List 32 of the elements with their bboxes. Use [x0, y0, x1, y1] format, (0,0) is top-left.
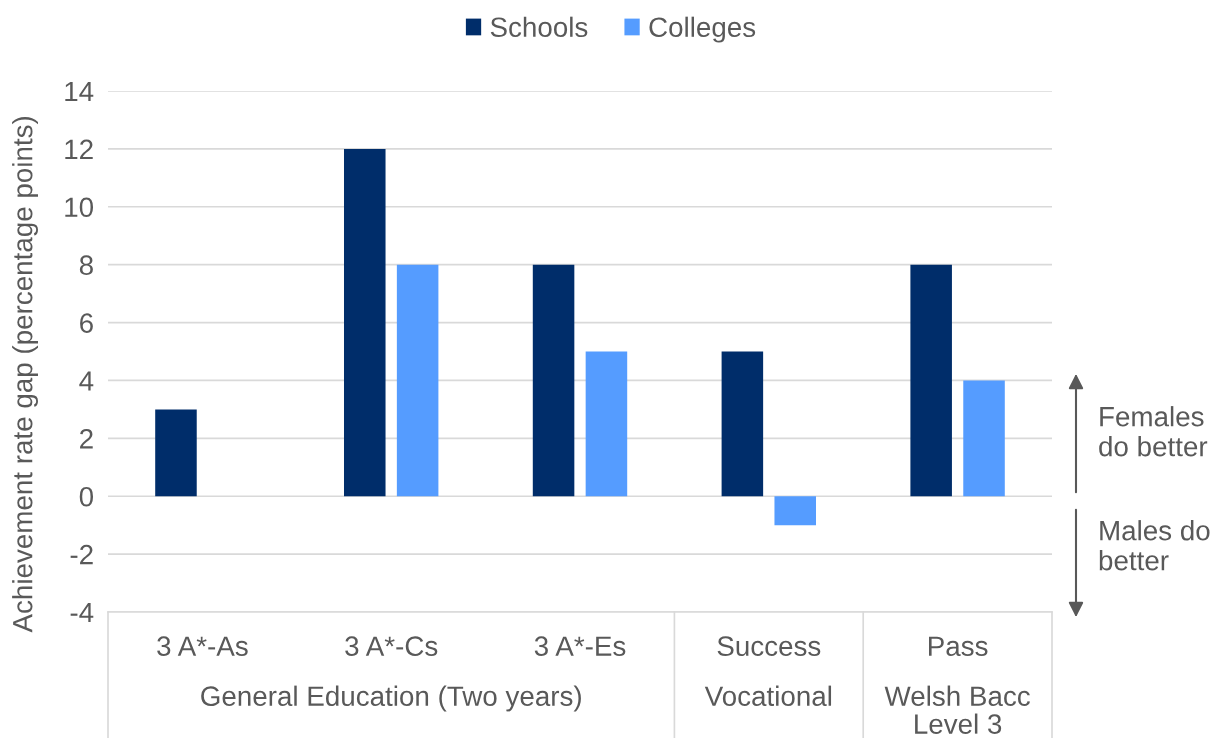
y-tick-label: 14: [65, 81, 94, 102]
y-tick-label: 6: [80, 313, 93, 333]
y-tick-label: 4: [79, 371, 94, 391]
bar: [963, 380, 1005, 497]
x-tick-label: Pass: [929, 636, 988, 657]
y-axis-title: Achievement rate gap (percentage points): [12, 116, 38, 633]
y-tick-label: 0: [79, 486, 94, 507]
bar: [721, 351, 764, 497]
bar: [532, 264, 575, 497]
text: Females do better: [1099, 406, 1208, 457]
y-tick-label: 10: [65, 197, 94, 218]
x-tick-label: 3 A*-As: [157, 636, 248, 657]
bar: [155, 409, 197, 497]
bar: [910, 264, 952, 497]
bar: [344, 148, 386, 497]
y-tick-label: -2: [70, 544, 93, 565]
x-tick-label: 3 A*-Cs: [345, 636, 438, 657]
bar: [396, 264, 439, 497]
y-tick-label: 12: [65, 139, 93, 159]
bar: [774, 496, 816, 526]
legend-label: Colleges: [649, 16, 756, 43]
y-tick-label: 8: [79, 255, 93, 276]
x-tick-label: Success: [717, 636, 821, 657]
y-tick-label: -4: [70, 602, 94, 623]
x-tick-label: 3 A*-Es: [534, 636, 626, 657]
legend-label: Schools: [490, 16, 588, 38]
y-tick-label: 2: [80, 429, 93, 449]
text: Vocational: [704, 685, 832, 707]
bar: [585, 351, 628, 497]
text: Males do better: [1099, 520, 1210, 571]
text: Welsh Bacc Level 3: [884, 685, 1030, 734]
text: General Education (Two years): [201, 685, 581, 712]
